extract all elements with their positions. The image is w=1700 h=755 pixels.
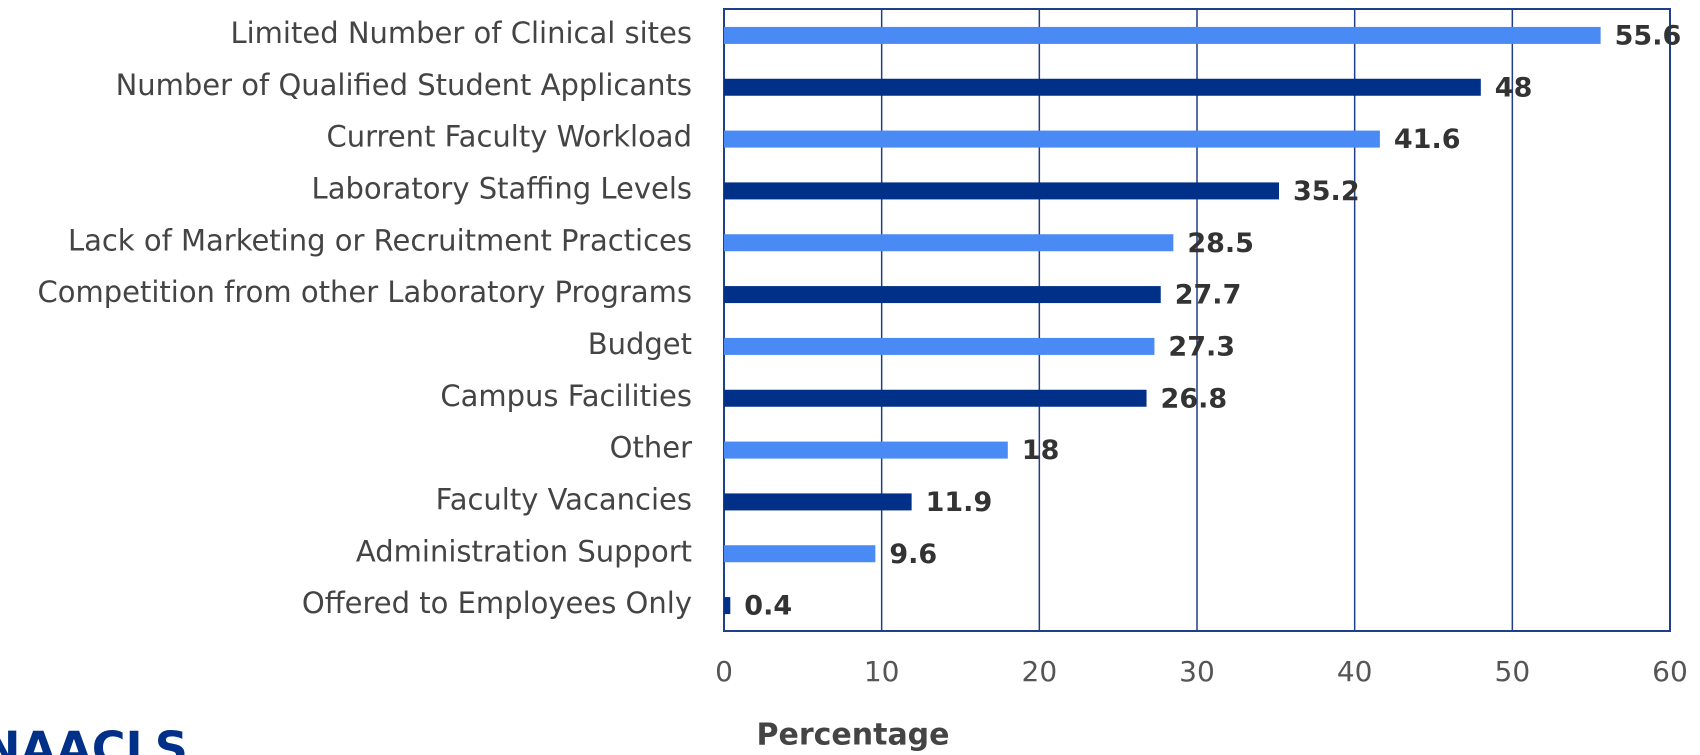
category-label: Number of Qualified Student Applicants [116,68,692,102]
data-label: 27.3 [1168,331,1235,362]
x-axis-title: Percentage [756,718,949,753]
category-label: Campus Facilities [440,379,692,413]
data-label: 11.9 [926,487,993,518]
category-label: Laboratory Staffing Levels [312,171,692,205]
bar [724,545,876,563]
bar [724,597,731,615]
x-tick-label: 20 [1022,655,1058,688]
category-label: Lack of Marketing or Recruitment Practic… [68,223,692,257]
bar [724,130,1380,148]
data-label: 28.5 [1187,228,1254,259]
bar [724,389,1147,407]
x-tick-label: 30 [1179,655,1215,688]
category-label: Current Faculty Workload [327,120,692,154]
data-label: 55.6 [1615,20,1682,51]
category-label: Offered to Employees Only [302,586,692,620]
bar [724,493,912,511]
category-label: Faculty Vacancies [436,482,692,516]
data-label: 27.7 [1175,280,1242,311]
bar [724,78,1481,96]
data-label: 0.4 [744,591,792,622]
data-label: 18 [1022,435,1060,466]
x-tick-label: 50 [1495,655,1531,688]
bar [724,234,1174,252]
bar [724,441,1008,459]
data-label: 48 [1495,72,1533,103]
data-label: 35.2 [1293,176,1360,207]
x-tick-label: 10 [864,655,900,688]
data-label: 41.6 [1394,124,1461,155]
bar [724,26,1601,44]
category-label: Budget [588,327,692,361]
bar [724,182,1279,200]
category-label: Administration Support [356,534,692,568]
category-label: Other [610,431,692,465]
logo: NAACLS [0,722,188,755]
bar [724,337,1155,355]
data-label: 26.8 [1161,383,1228,414]
category-label: Limited Number of Clinical sites [230,16,692,50]
plot-border [723,8,1671,632]
category-label: Competition from other Laboratory Progra… [37,275,692,309]
data-label: 9.6 [889,539,937,570]
x-tick-label: 40 [1337,655,1373,688]
x-tick-label: 60 [1652,655,1688,688]
bar [724,286,1161,304]
x-tick-label: 0 [715,655,733,688]
